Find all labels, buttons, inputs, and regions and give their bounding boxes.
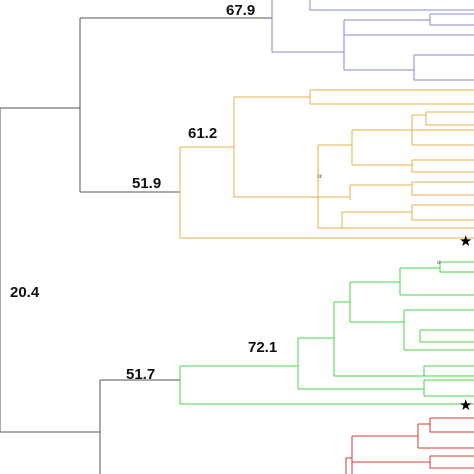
blue-clade [271,0,474,81]
star-icon-gold: ★ [459,232,472,250]
node-label-root: 20.4 [10,284,40,301]
root-branches [0,17,272,474]
green-clade [179,261,474,405]
node-label-gold-subclade: 61.2 [188,125,217,142]
node-label-blue-clade: 67.9 [226,2,255,19]
star-icon-green: ★ [459,396,472,414]
node-mark-gold: α [318,173,322,180]
node-label-green-clade: 51.7 [126,366,155,383]
node-mark-green: α [437,259,441,266]
node-label-green-subclade: 72.1 [248,339,277,356]
red-clade [345,417,474,474]
gold-clade [179,89,474,239]
node-label-gold-clade: 51.9 [132,175,161,192]
